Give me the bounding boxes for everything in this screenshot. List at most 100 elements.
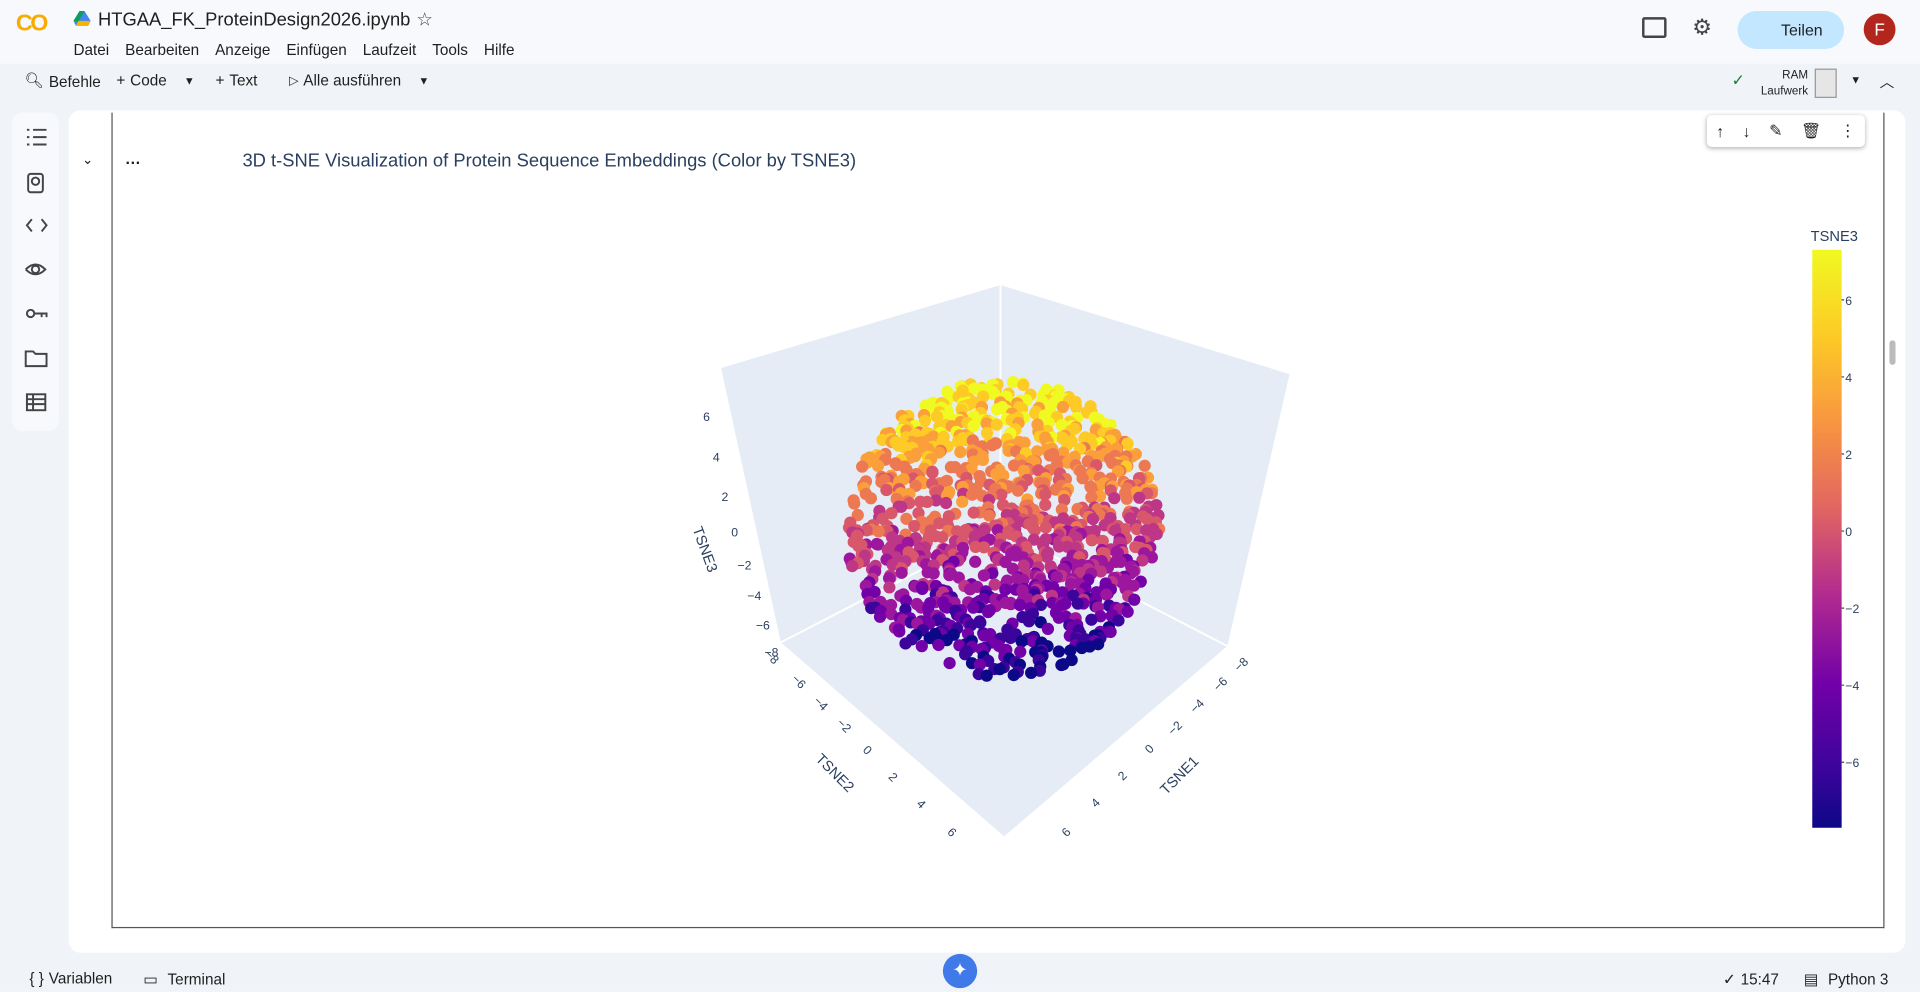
axis-tick-label: −8	[1231, 655, 1251, 675]
scatter-point	[856, 460, 869, 473]
scatter-point	[977, 569, 991, 582]
add-code-button[interactable]: + Code ▼	[116, 72, 195, 90]
scatter-point	[1017, 378, 1030, 392]
menu-item[interactable]: Laufzeit	[362, 41, 417, 59]
share-button[interactable]: Teilen	[1737, 11, 1845, 49]
scatter-point	[1039, 488, 1052, 501]
axis-tick-label: 6	[703, 410, 710, 424]
collapse-header[interactable]: ︿	[1879, 73, 1895, 91]
terminal-button[interactable]: ▭ Terminal	[143, 970, 226, 989]
scatter-point	[864, 492, 877, 505]
settings-icon[interactable]: ⚙	[1692, 14, 1713, 40]
scatter-point	[916, 582, 929, 595]
share-label: Teilen	[1781, 20, 1823, 40]
scatter-point	[927, 567, 940, 580]
scatter-point	[988, 578, 1001, 591]
scatter-point	[865, 601, 878, 615]
resources-dropdown[interactable]: ▼	[1850, 73, 1862, 86]
scatter-point	[952, 436, 965, 449]
run-all-label: Alle ausführen	[303, 72, 402, 90]
add-text-button[interactable]: + Text	[215, 72, 258, 90]
axis-tick-label: 6	[944, 825, 959, 840]
scatter-point	[1028, 524, 1041, 537]
scatter-point	[974, 616, 987, 629]
colorbar-tick-label: 2	[1845, 448, 1852, 462]
scatter-point	[1128, 593, 1141, 606]
scatter-point	[943, 656, 956, 670]
scatter-point	[986, 439, 999, 452]
colorbar-tick-label: 4	[1845, 371, 1852, 385]
scatter-point	[1075, 641, 1088, 655]
scatter-point	[1085, 491, 1098, 504]
menu-item[interactable]: Datei	[73, 41, 110, 59]
axis-tick-label: −6	[756, 618, 770, 632]
connected-check: ✓	[1731, 71, 1745, 90]
scatter-point	[1041, 550, 1054, 564]
scatter-point	[1031, 445, 1044, 458]
scatter-point	[1118, 523, 1132, 536]
colorbar-tick-label: 0	[1845, 525, 1852, 539]
scatter-point	[1004, 598, 1017, 611]
colorbar-tick-label: −6	[1845, 756, 1859, 770]
scatter-point	[1085, 613, 1098, 626]
avatar[interactable]: F	[1863, 13, 1896, 46]
commands-label: Befehle	[48, 72, 101, 91]
scatter-point	[999, 583, 1012, 596]
scatter-point	[936, 530, 949, 544]
scatter-point	[1076, 472, 1089, 485]
axis-tick-label: 2	[1115, 768, 1130, 783]
header	[0, 0, 1920, 64]
output-menu[interactable]: …	[124, 149, 141, 168]
x-axis-title: TSNE1	[1158, 754, 1203, 799]
scatter-point	[1120, 492, 1133, 505]
ram-label: RAM	[1782, 68, 1809, 83]
output-frame	[111, 112, 1885, 929]
scatter-point	[967, 506, 980, 519]
colorbar-tick-label: −4	[1845, 679, 1859, 693]
axis-tick-label: −4	[1187, 696, 1207, 716]
cell-toolbar[interactable]: ↑ ↓ ✎ 🗑︎ ⋮	[1706, 115, 1865, 147]
comments-icon[interactable]	[1642, 17, 1667, 38]
scatter-point	[895, 566, 908, 579]
scatter-point	[1025, 666, 1038, 679]
scatter-point	[1007, 668, 1020, 682]
run-all-button[interactable]: ▷ Alle ausführen ▼	[288, 72, 430, 90]
scatter-point	[1104, 625, 1117, 639]
axis-tick-label: −2	[1165, 718, 1185, 738]
resources[interactable]: RAM Laufwerk	[1761, 67, 1808, 99]
scatter-point	[967, 601, 980, 614]
scatter-point	[1043, 449, 1057, 462]
menu-item[interactable]: Bearbeiten	[125, 41, 200, 59]
menu-item[interactable]: Hilfe	[483, 41, 515, 59]
gemini-button[interactable]: ✦	[942, 953, 978, 989]
star-icon[interactable]: ☆	[416, 9, 433, 31]
scatter-point	[1052, 611, 1065, 624]
variables-label: Variablen	[48, 969, 113, 987]
scatter-point	[1034, 598, 1048, 612]
axis-tick-label: 4	[713, 451, 720, 465]
menu-item[interactable]: Anzeige	[215, 41, 271, 59]
scatter-point	[976, 453, 990, 467]
scatter-point	[846, 559, 859, 573]
scatter-point	[1094, 565, 1107, 578]
scatter-point	[977, 541, 991, 554]
menu-item[interactable]: Einfügen	[286, 41, 347, 59]
resource-meter	[1814, 68, 1837, 98]
scatter-point	[1011, 484, 1025, 497]
scatter-point	[1112, 614, 1125, 627]
scatter-point	[977, 390, 990, 403]
scatter-cloud	[842, 376, 1166, 682]
notebook-filename[interactable]: HTGAA_FK_ProteinDesign2026.ipynb	[97, 9, 411, 31]
scatter-point	[1055, 419, 1069, 432]
menu-item[interactable]: Tools	[432, 41, 468, 59]
variables-button[interactable]: { } Variablen	[29, 969, 113, 987]
y-axis-title: TSNE2	[812, 751, 857, 796]
scatter-point	[944, 461, 958, 474]
collapse-cell[interactable]: ⌄	[82, 153, 94, 168]
app-logo[interactable]: CO	[15, 11, 48, 37]
commands-button[interactable]: 🔍︎ Befehle	[24, 72, 101, 91]
runtime-button[interactable]: ▤ Python 3	[1803, 970, 1889, 989]
scrollbar-thumb	[1889, 340, 1896, 365]
scatter-point	[871, 459, 885, 473]
axis-tick-label: −6	[1211, 674, 1231, 694]
